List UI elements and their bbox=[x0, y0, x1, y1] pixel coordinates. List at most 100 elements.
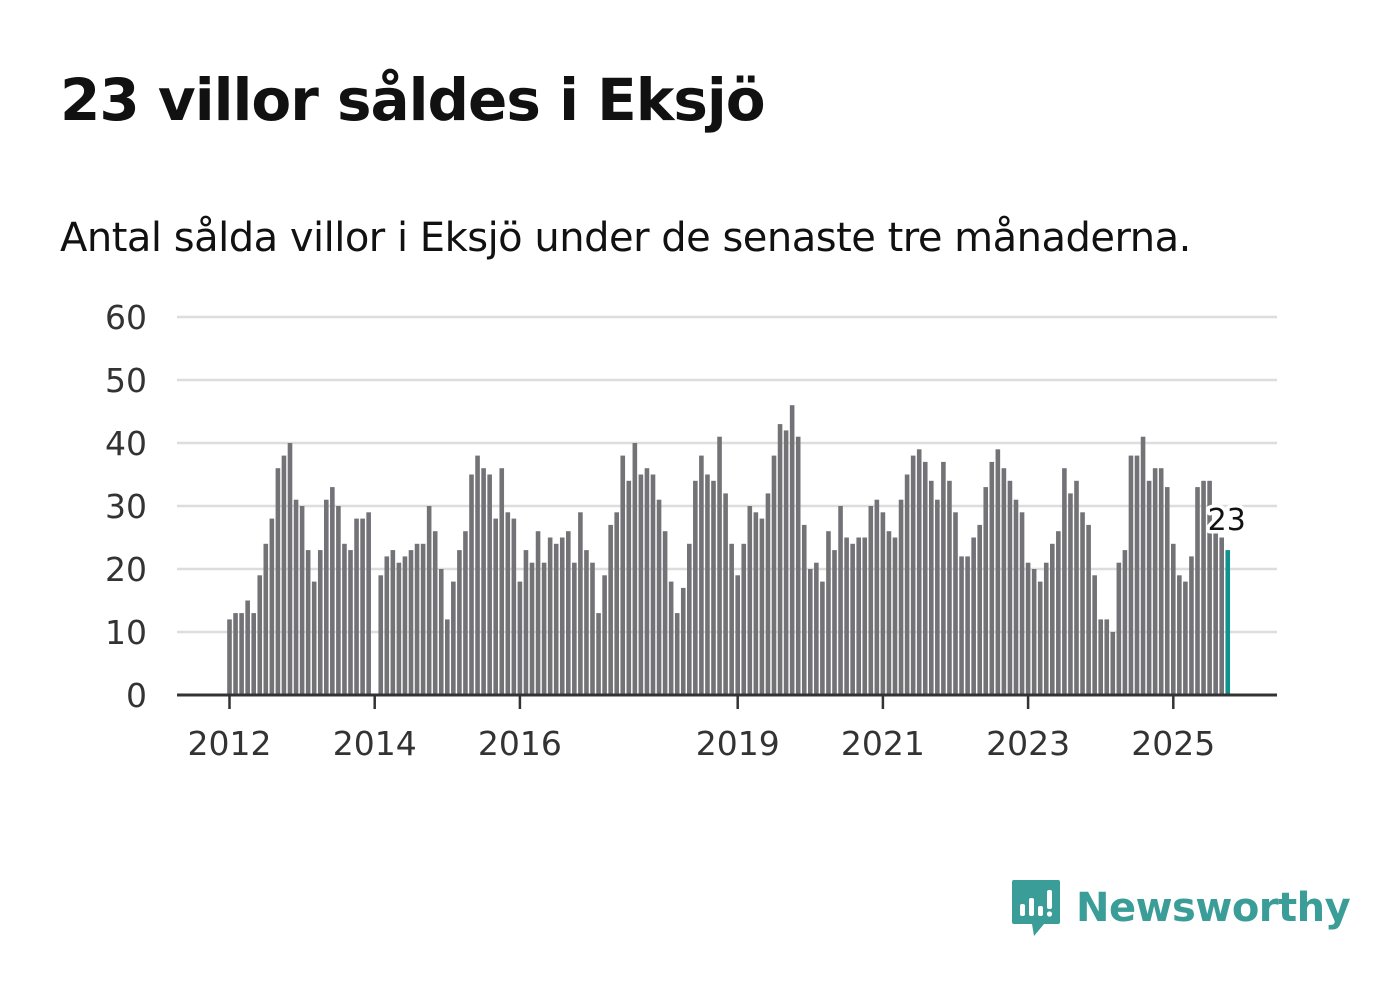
bar bbox=[505, 512, 511, 695]
y-tick-label-20: 20 bbox=[105, 550, 147, 589]
bar bbox=[1122, 550, 1128, 695]
y-tick-label-10: 10 bbox=[105, 613, 147, 652]
x-tick-label-2023: 2023 bbox=[986, 724, 1070, 763]
bar bbox=[868, 506, 874, 695]
bar bbox=[451, 581, 456, 695]
bar bbox=[795, 436, 801, 695]
x-tick-label-2021: 2021 bbox=[841, 724, 925, 763]
x-tick-label-2012: 2012 bbox=[188, 724, 272, 763]
bar bbox=[1056, 531, 1061, 695]
bar bbox=[330, 487, 335, 695]
bar bbox=[572, 562, 577, 695]
bar bbox=[947, 480, 952, 695]
bar bbox=[898, 499, 904, 695]
bar bbox=[584, 550, 589, 695]
y-tick-label-30: 30 bbox=[105, 487, 147, 526]
bar bbox=[1158, 468, 1164, 695]
bar bbox=[1086, 524, 1091, 695]
bar bbox=[711, 480, 716, 695]
bar bbox=[233, 613, 238, 695]
bar bbox=[1171, 543, 1176, 695]
bar bbox=[602, 575, 607, 695]
bar bbox=[1013, 499, 1019, 695]
bar bbox=[783, 430, 789, 695]
bar bbox=[959, 556, 964, 695]
bar bbox=[941, 461, 946, 695]
bar bbox=[311, 581, 317, 695]
bar bbox=[983, 487, 989, 695]
bar bbox=[1062, 468, 1067, 695]
bar bbox=[432, 531, 438, 695]
bar bbox=[408, 550, 414, 695]
bar bbox=[281, 455, 287, 695]
bar bbox=[777, 424, 783, 695]
bar bbox=[426, 506, 432, 695]
labels: 0 10 20 30 40 50 60 2012 2014 2016 2019 2021 2023 202… bbox=[105, 298, 1249, 763]
bar bbox=[814, 562, 819, 695]
bar bbox=[953, 512, 958, 695]
bar bbox=[916, 449, 922, 695]
bar bbox=[965, 556, 970, 695]
bar bbox=[324, 499, 329, 695]
bar bbox=[693, 480, 698, 695]
bar bbox=[662, 531, 668, 695]
bar bbox=[1152, 468, 1158, 695]
bar bbox=[687, 543, 692, 695]
bar bbox=[638, 474, 644, 695]
bar bbox=[360, 518, 365, 695]
bar bbox=[1043, 562, 1049, 695]
bar bbox=[705, 474, 710, 695]
bar bbox=[1140, 436, 1146, 695]
bar bbox=[511, 518, 517, 695]
bar bbox=[844, 537, 849, 695]
bar bbox=[1134, 455, 1140, 695]
bar bbox=[977, 524, 982, 695]
bar bbox=[493, 518, 498, 695]
bar bbox=[886, 531, 892, 695]
bar bbox=[1146, 480, 1152, 695]
bar bbox=[935, 499, 940, 695]
bar bbox=[257, 575, 263, 695]
bar bbox=[735, 575, 740, 695]
bar bbox=[342, 543, 347, 695]
bar bbox=[463, 531, 468, 695]
bar bbox=[336, 506, 341, 695]
bar bbox=[753, 512, 759, 695]
bar bbox=[1068, 493, 1073, 695]
bar bbox=[245, 600, 250, 695]
bar bbox=[765, 493, 771, 695]
bar bbox=[402, 556, 408, 695]
bar-chart: 0 10 20 30 40 50 60 2012 2014 2016 2019 2021 2023 202… bbox=[105, 298, 1277, 763]
bar bbox=[1213, 531, 1218, 695]
bar bbox=[699, 455, 704, 695]
bar bbox=[862, 537, 868, 695]
x-axis bbox=[177, 693, 1277, 709]
bar bbox=[723, 493, 728, 695]
bar bbox=[880, 512, 886, 695]
bar bbox=[239, 613, 244, 695]
latest-value-label: 23 bbox=[1208, 503, 1246, 538]
bar bbox=[971, 537, 976, 695]
bar bbox=[487, 474, 492, 695]
bar bbox=[856, 537, 861, 695]
bar bbox=[1110, 632, 1116, 695]
bar bbox=[378, 575, 384, 695]
bar bbox=[517, 581, 523, 695]
y-tick-label-60: 60 bbox=[105, 298, 147, 337]
bar bbox=[596, 613, 601, 695]
bar bbox=[820, 581, 825, 695]
bar bbox=[674, 613, 680, 695]
bar bbox=[366, 512, 371, 695]
bar bbox=[632, 443, 638, 695]
bar bbox=[910, 455, 916, 695]
y-tick-label-40: 40 bbox=[105, 424, 147, 463]
bar bbox=[420, 543, 426, 695]
bar bbox=[1019, 512, 1025, 695]
bar bbox=[656, 499, 662, 695]
bar bbox=[789, 405, 795, 695]
x-tick-label-2014: 2014 bbox=[333, 724, 417, 763]
bar bbox=[832, 550, 837, 695]
bar bbox=[904, 474, 910, 695]
bar bbox=[838, 506, 843, 695]
bar bbox=[808, 569, 813, 695]
